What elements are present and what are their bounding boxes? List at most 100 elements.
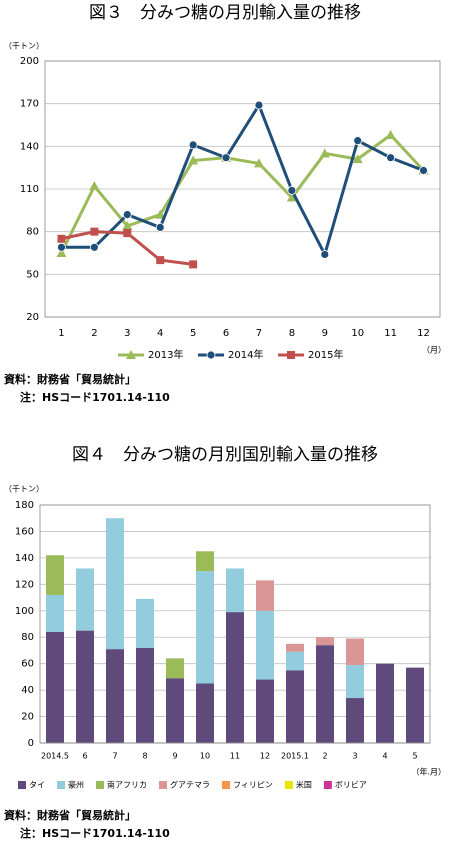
bar-segment [346, 638, 364, 665]
source-note: 資料：財務省「貿易統計」 [4, 808, 136, 822]
bar-segment [76, 568, 94, 631]
marker [287, 351, 295, 359]
marker [287, 186, 297, 195]
bar-segment [316, 645, 334, 743]
y-tick-label: 180 [15, 500, 34, 511]
x-tick-label: 2 [322, 752, 327, 761]
x-tick-label: 3 [124, 328, 130, 339]
bar-segment [316, 637, 334, 646]
source-note: 注：HSコード1701.14-110 [20, 826, 170, 840]
bar-segment [256, 679, 274, 743]
bar-segment [76, 630, 94, 743]
y-tick-label: 40 [21, 685, 34, 696]
marker [221, 153, 231, 163]
marker [122, 210, 132, 220]
chart-title: 図４ 分みつ糖の月別国別輸入量の推移 [72, 445, 378, 465]
x-tick-label: 2014.5 [41, 752, 69, 761]
marker [155, 222, 165, 232]
x-tick-label: 8 [289, 328, 295, 339]
legend-swatch [284, 781, 293, 789]
legend-label: グアテマラ [170, 780, 210, 790]
legend-swatch [323, 781, 332, 789]
marker [188, 155, 199, 165]
marker [286, 192, 297, 202]
marker [319, 148, 330, 158]
y-unit-label: （千トン） [4, 41, 44, 51]
legend-label: ボリビア [335, 781, 367, 790]
bar-segment [376, 663, 394, 743]
marker [419, 166, 428, 175]
bar-segment [106, 649, 124, 743]
x-tick-label: 2 [91, 328, 97, 339]
bar-segment [346, 698, 364, 743]
x-tick-label: 2015.1 [281, 752, 309, 761]
chart-title: 図３ 分みつ糖の月別輸入量の推移 [89, 3, 361, 23]
y-tick-label: 0 [28, 738, 34, 749]
legend-swatch [159, 781, 167, 789]
marker [123, 229, 132, 238]
marker [353, 136, 363, 146]
x-tick-label: 9 [322, 328, 328, 339]
marker [253, 158, 264, 168]
marker [206, 350, 216, 360]
x-tick-label: 10 [200, 752, 210, 761]
y-tick-label: 140 [20, 141, 39, 152]
x-tick-label: 7 [256, 328, 262, 339]
x-tick-label: 1 [58, 328, 64, 339]
legend-label: 豪州 [68, 780, 84, 790]
marker [155, 209, 166, 219]
x-tick-label: 5 [190, 328, 196, 339]
x-tick-label: 3 [352, 752, 357, 761]
bar-segment [136, 598, 154, 648]
x-tick-label: 9 [172, 752, 177, 761]
legend-label: 南アフリカ [107, 780, 147, 790]
y-tick-label: 20 [26, 312, 39, 323]
y-tick-label: 80 [26, 227, 39, 238]
marker [254, 100, 264, 110]
marker [90, 227, 99, 236]
marker [89, 242, 99, 252]
bar-segment [226, 612, 244, 743]
bar-segment [286, 651, 304, 671]
y-tick-label: 200 [20, 56, 39, 67]
x-tick-label: 5 [412, 752, 417, 761]
marker [57, 242, 66, 252]
marker [126, 350, 136, 359]
marker [56, 248, 67, 257]
y-tick-label: 140 [15, 553, 34, 564]
marker [122, 220, 133, 230]
legend-swatch [96, 781, 104, 789]
bar-segment [166, 678, 184, 743]
legend-swatch [18, 781, 26, 789]
bar-segment [166, 658, 184, 679]
marker [89, 181, 100, 191]
bar-segment [196, 683, 214, 743]
x-tick-label: 6 [223, 328, 229, 339]
y-tick-label: 100 [15, 606, 34, 617]
bar-segment [286, 643, 304, 652]
legend-swatch [57, 781, 65, 789]
legend-label: 米国 [296, 780, 312, 790]
plot-frame [44, 60, 441, 318]
marker [57, 234, 66, 243]
line [61, 101, 425, 259]
bar-segment [196, 571, 214, 684]
legend-label: 2014年 [228, 348, 263, 361]
bar-segment [136, 647, 154, 743]
bar-segment [256, 610, 274, 680]
x-unit-label: （年.月） [411, 767, 446, 777]
x-tick-label: 10 [351, 328, 364, 339]
x-tick-label: 7 [112, 752, 117, 761]
x-tick-label: 11 [230, 752, 240, 761]
legend-label: 2013年 [148, 348, 183, 361]
y-tick-label: 170 [20, 99, 39, 110]
marker [156, 256, 165, 265]
x-tick-label: 4 [157, 328, 163, 339]
bar-segment [226, 568, 244, 613]
marker [320, 250, 330, 259]
y-tick-label: 160 [15, 526, 34, 537]
y-tick-label: 20 [21, 712, 34, 723]
x-tick-label: 11 [384, 328, 397, 339]
